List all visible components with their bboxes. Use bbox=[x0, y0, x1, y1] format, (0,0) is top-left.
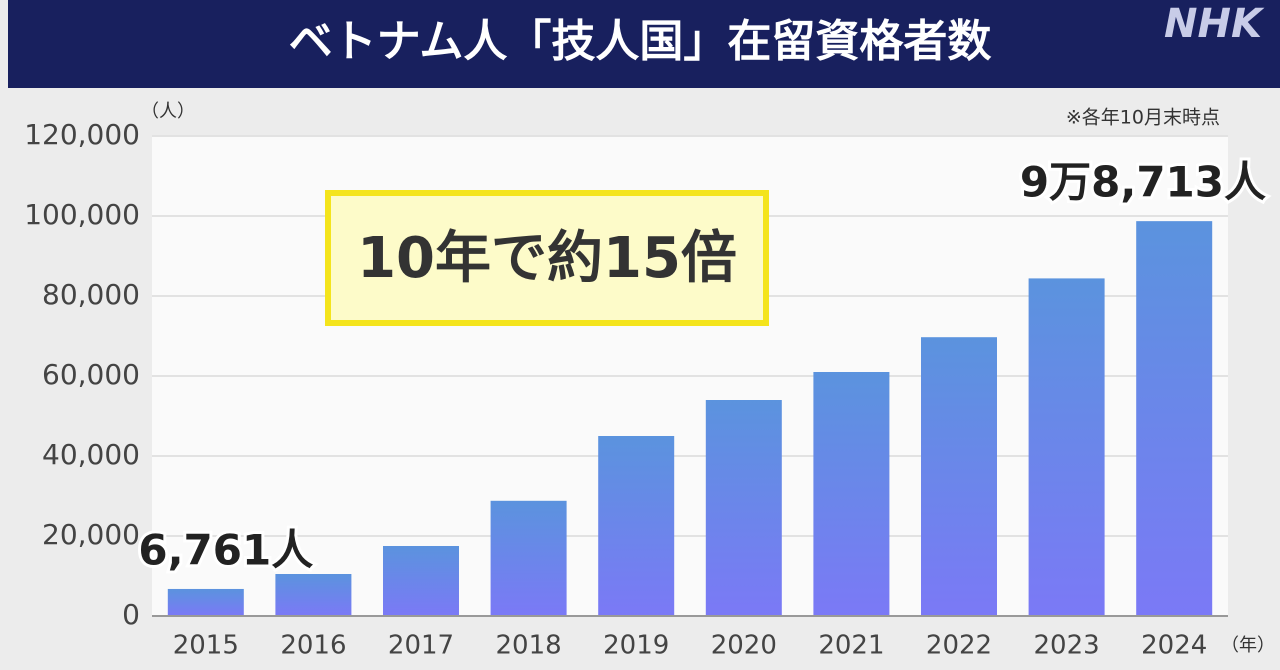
bar bbox=[167, 588, 244, 616]
y-tick-label: 20,000 bbox=[42, 518, 140, 551]
bar bbox=[1136, 221, 1213, 616]
x-tick-label: 2019 bbox=[603, 631, 669, 661]
bar bbox=[705, 400, 782, 616]
bar bbox=[490, 500, 567, 616]
y-unit: （人） bbox=[141, 101, 195, 122]
bar bbox=[383, 546, 459, 616]
y-tick-label: 100,000 bbox=[24, 198, 140, 231]
value-label: 9万8,713人 bbox=[1020, 158, 1266, 207]
bar bbox=[275, 574, 352, 616]
x-tick-label: 2021 bbox=[818, 631, 884, 661]
x-tick-label: 2016 bbox=[280, 631, 346, 661]
logo: NHK bbox=[1164, 1, 1265, 47]
bar bbox=[813, 372, 890, 616]
annotation-box bbox=[325, 190, 769, 326]
bar bbox=[921, 337, 997, 616]
x-tick-label: 2022 bbox=[926, 631, 992, 661]
x-tick-label: 2024 bbox=[1141, 631, 1207, 661]
x-tick-label: 2017 bbox=[388, 631, 454, 661]
title-bar bbox=[8, 0, 1280, 88]
annotation: 10年で約15倍 bbox=[357, 226, 737, 291]
y-tick-label: 120,000 bbox=[24, 118, 140, 151]
x-tick-label: 2023 bbox=[1034, 631, 1100, 661]
x-unit: （年） bbox=[1221, 635, 1275, 656]
bar bbox=[598, 436, 675, 616]
y-tick-label: 80,000 bbox=[42, 278, 140, 311]
note: ※各年10月末時点 bbox=[1066, 107, 1220, 129]
chart-title: ベトナム人「技人国」在留資格者数 bbox=[289, 16, 992, 67]
y-tick-label: 60,000 bbox=[42, 358, 140, 391]
y-tick-label: 40,000 bbox=[42, 438, 140, 471]
bar bbox=[1028, 278, 1105, 616]
x-tick-label: 2020 bbox=[711, 631, 777, 661]
x-tick-label: 2015 bbox=[173, 631, 239, 661]
y-tick-label: 0 bbox=[122, 598, 140, 631]
value-label: 6,761人 bbox=[138, 525, 313, 574]
x-tick-label: 2018 bbox=[496, 631, 562, 661]
